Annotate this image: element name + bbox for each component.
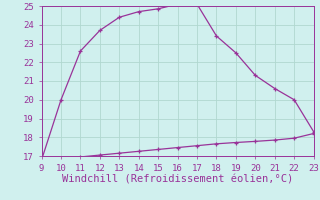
X-axis label: Windchill (Refroidissement éolien,°C): Windchill (Refroidissement éolien,°C): [62, 174, 293, 184]
